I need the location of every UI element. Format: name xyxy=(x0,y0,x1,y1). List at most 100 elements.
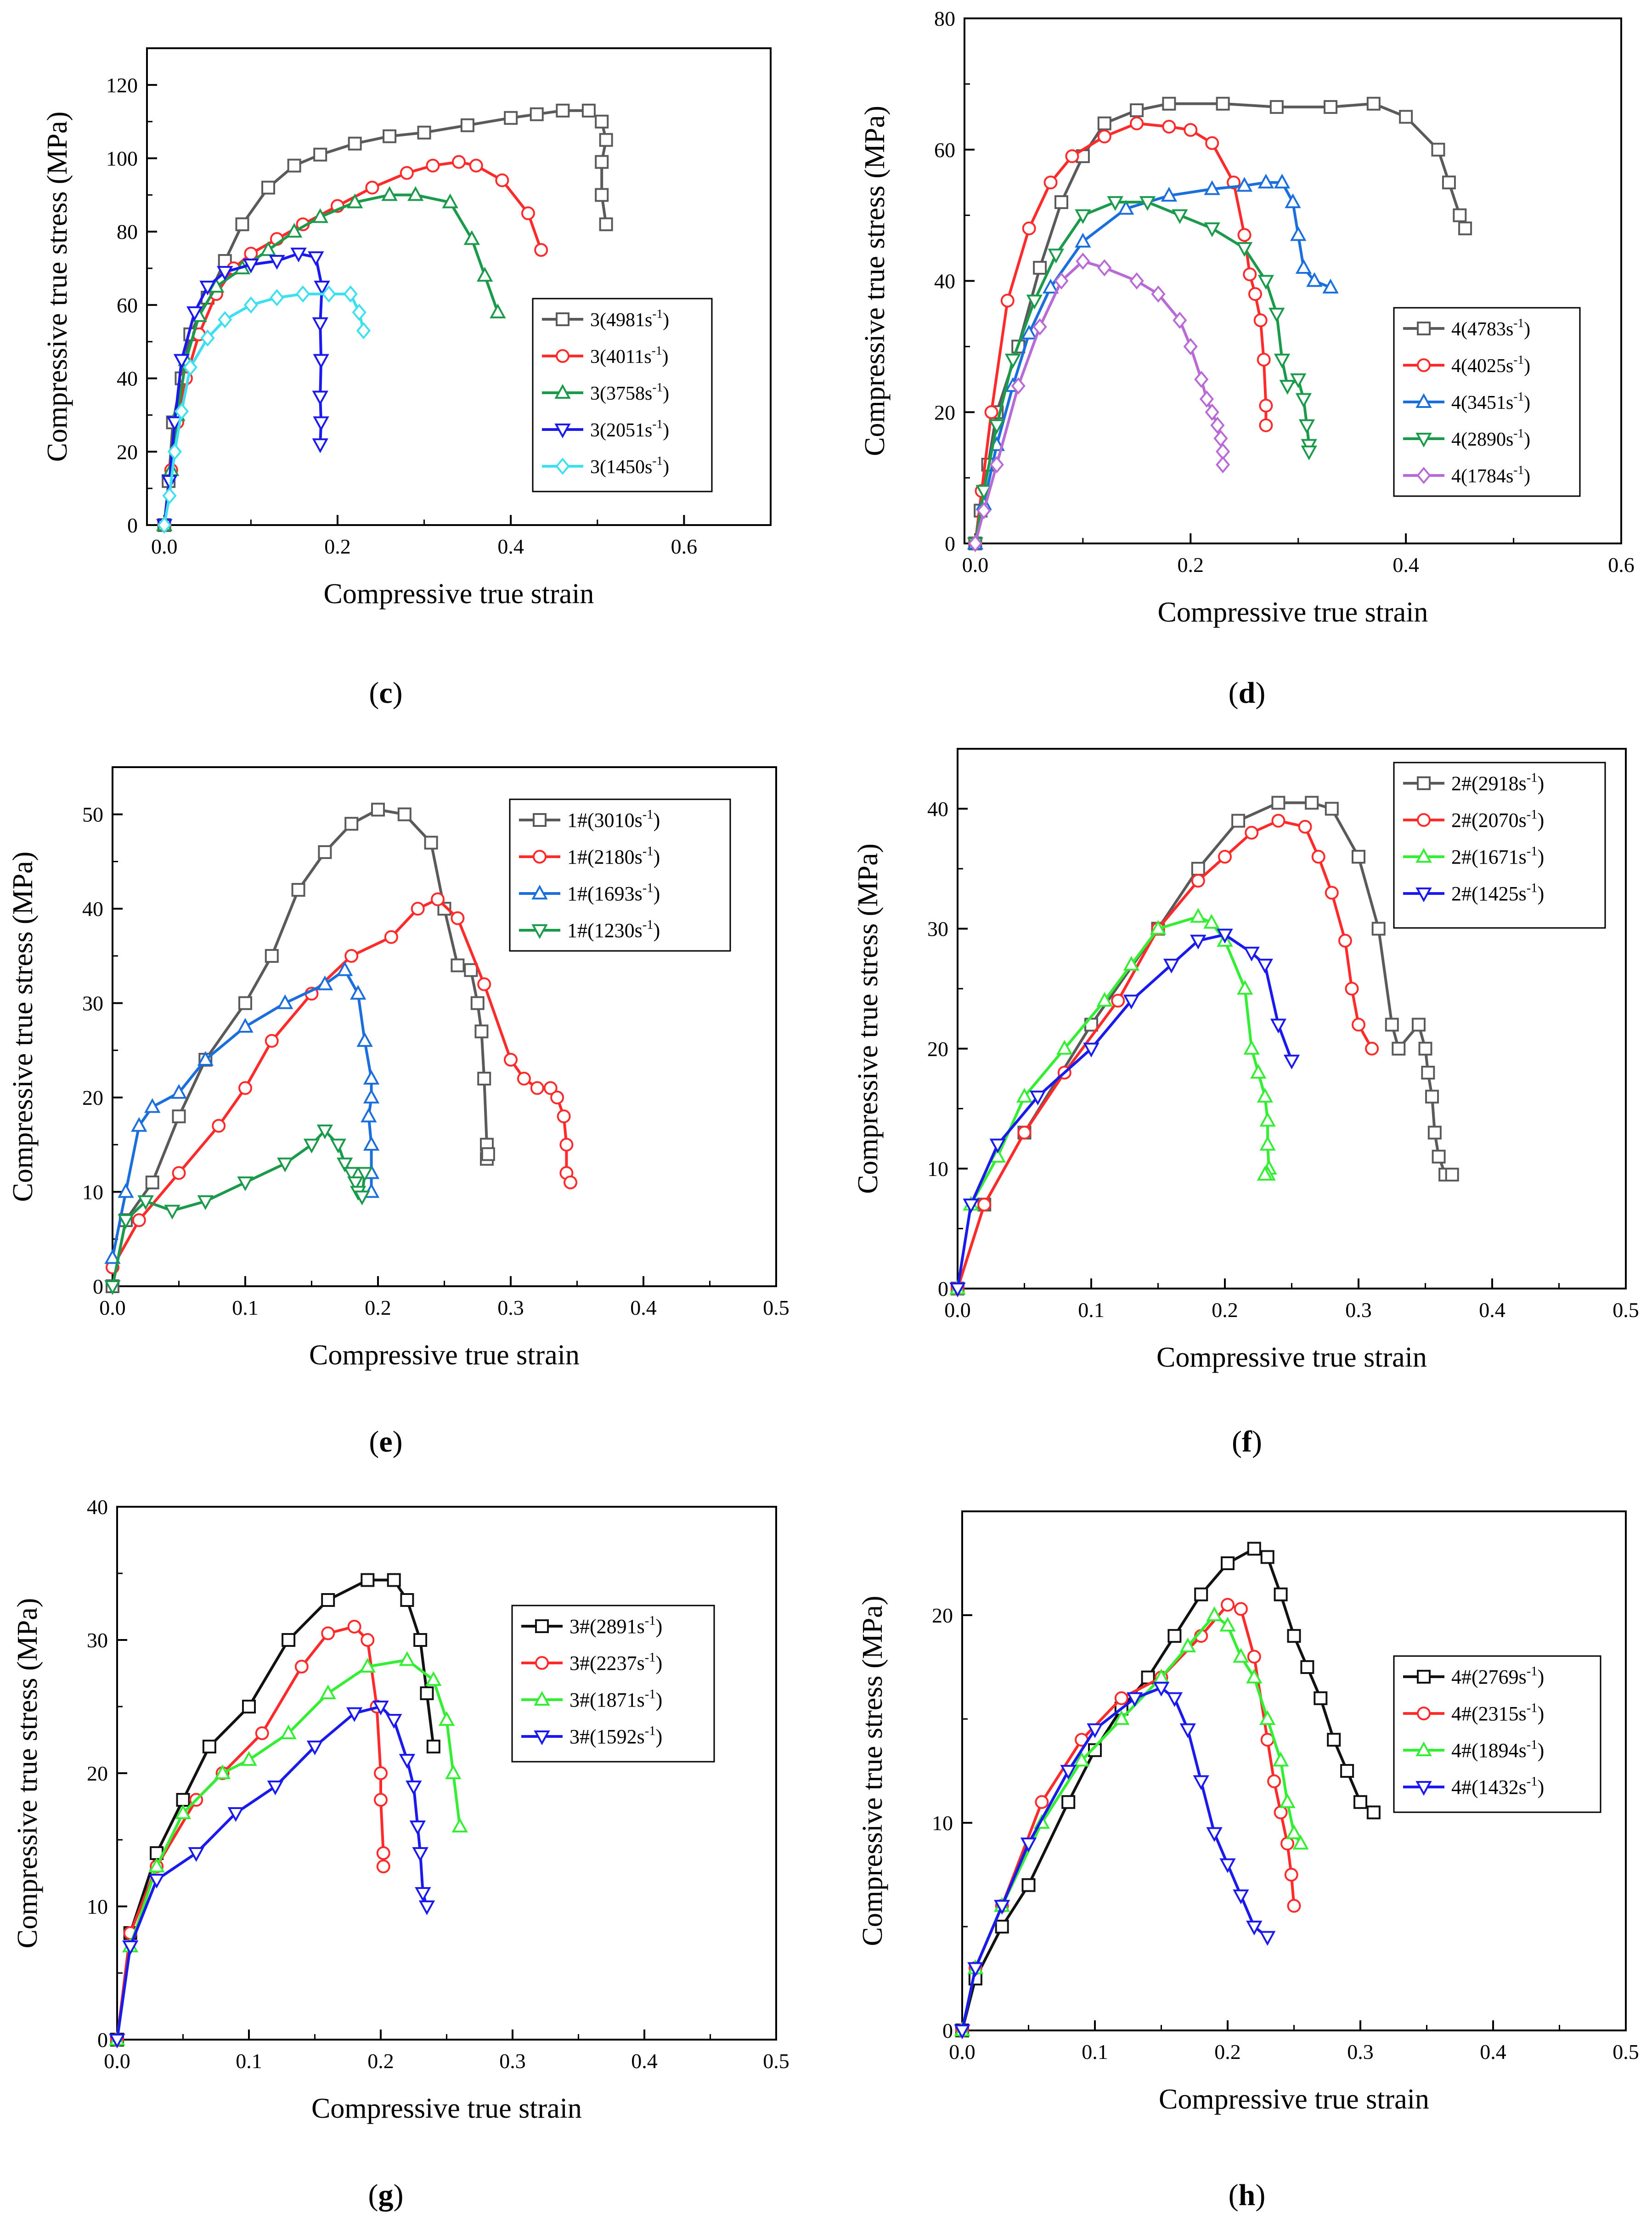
data-point xyxy=(1259,1931,1276,1946)
data-point xyxy=(122,1940,139,1956)
legend-marker xyxy=(1415,432,1432,448)
y-tick-label: 30 xyxy=(87,1628,108,1652)
data-point xyxy=(166,416,183,431)
data-point xyxy=(1221,1598,1235,1612)
y-tick-label: 20 xyxy=(932,1604,953,1627)
data-point xyxy=(1284,1868,1298,1882)
panel-caption: (g) xyxy=(368,2178,404,2212)
data-point xyxy=(1305,796,1319,810)
data-point xyxy=(308,251,324,266)
y-axis-label: Compressive true stress (MPa) xyxy=(42,112,73,462)
data-point xyxy=(346,193,363,209)
data-point xyxy=(1279,1793,1296,1808)
series-5 xyxy=(157,285,371,534)
data-point xyxy=(1206,1827,1223,1842)
legend: 2#(2918s-1) 2#(2070s-1) 2#(1671s-1) 2#(1425… xyxy=(1393,762,1606,929)
y-tick-label: 120 xyxy=(106,74,138,97)
y-tick-label: 0 xyxy=(97,2028,108,2052)
data-point xyxy=(1421,1066,1435,1080)
data-point xyxy=(1366,96,1381,111)
data-point xyxy=(581,103,596,118)
legend-label: 4(2890s-1) xyxy=(1451,426,1530,450)
data-point xyxy=(1243,1040,1260,1055)
data-point xyxy=(1151,285,1166,303)
x-axis-label: Compressive true strain xyxy=(324,578,594,610)
data-point xyxy=(1166,1692,1183,1707)
data-point xyxy=(316,975,333,990)
legend-marker xyxy=(1416,467,1431,484)
legend-marker xyxy=(535,1656,549,1670)
data-point xyxy=(1205,403,1219,421)
data-point xyxy=(212,1119,226,1133)
data-point xyxy=(1298,419,1315,434)
y-tick-label: 10 xyxy=(87,1895,108,1918)
data-point xyxy=(148,1873,165,1889)
data-point xyxy=(1113,1710,1130,1725)
data-point xyxy=(1298,820,1312,834)
y-tick-label: 10 xyxy=(932,1811,953,1835)
data-point xyxy=(200,329,215,347)
data-point xyxy=(1011,377,1026,395)
data-point xyxy=(463,230,480,245)
data-point xyxy=(1279,380,1296,395)
data-point xyxy=(451,1817,468,1833)
data-point xyxy=(350,984,366,1000)
data-point xyxy=(1087,1723,1103,1738)
legend-label: 4(4025s-1) xyxy=(1451,353,1530,377)
y-axis-label: Compressive true stress (MPa) xyxy=(859,106,891,456)
data-point xyxy=(1190,934,1207,950)
data-point xyxy=(460,118,474,132)
data-point xyxy=(407,186,424,201)
data-point xyxy=(420,1686,434,1700)
data-point xyxy=(1021,1878,1036,1892)
data-point xyxy=(197,1195,214,1210)
data-point xyxy=(1076,252,1090,270)
data-point xyxy=(1075,232,1091,248)
data-point xyxy=(376,1860,390,1873)
data-point xyxy=(1392,1041,1406,1056)
data-point xyxy=(255,1726,269,1740)
data-point xyxy=(1016,1088,1033,1103)
x-tick-label: 0.1 xyxy=(1082,2040,1108,2064)
data-point xyxy=(1017,1125,1032,1140)
data-point xyxy=(1445,1167,1459,1182)
data-point xyxy=(1162,96,1176,111)
data-point xyxy=(1250,1063,1267,1079)
legend-label: 3(1450s-1) xyxy=(590,454,669,478)
data-point xyxy=(1283,1054,1300,1069)
data-point xyxy=(1311,850,1325,864)
data-point xyxy=(242,1700,256,1713)
data-point xyxy=(976,502,991,520)
legend-label: 2#(2918s-1) xyxy=(1451,771,1544,795)
data-point xyxy=(343,285,358,303)
data-point xyxy=(295,285,310,303)
chart-panel-f: 0.0 0.1 0.2 0.3 0.4 0.5 0 10 20 30 40 Compressive t… xyxy=(852,748,1639,1459)
data-point xyxy=(1061,1795,1076,1809)
data-point xyxy=(1257,275,1274,290)
data-point xyxy=(1287,1899,1301,1913)
data-point xyxy=(312,208,328,223)
data-point xyxy=(376,1846,390,1860)
data-point xyxy=(399,1651,416,1666)
data-point xyxy=(1353,1795,1367,1809)
data-point xyxy=(1257,958,1273,974)
data-point xyxy=(1340,1764,1354,1778)
legend-marker xyxy=(1417,1707,1431,1720)
data-point xyxy=(361,1108,377,1123)
data-point xyxy=(197,1051,214,1066)
legend-marker xyxy=(1417,813,1431,827)
y-tick-label: 40 xyxy=(117,367,138,390)
data-point xyxy=(237,1176,254,1192)
data-point xyxy=(1345,982,1359,996)
data-point xyxy=(148,1857,165,1873)
data-point xyxy=(1247,1650,1261,1664)
legend-label: 1#(3010s-1) xyxy=(567,808,660,831)
data-point xyxy=(118,1183,134,1198)
y-axis-label: Compressive true stress (MPa) xyxy=(857,1596,888,1946)
y-tick-label: 20 xyxy=(934,401,955,424)
data-point xyxy=(267,1780,284,1796)
data-point xyxy=(530,1081,544,1095)
x-tick-label: 0.5 xyxy=(1613,1298,1639,1322)
x-tick-label: 0.3 xyxy=(497,1296,524,1319)
data-point xyxy=(320,1684,336,1700)
